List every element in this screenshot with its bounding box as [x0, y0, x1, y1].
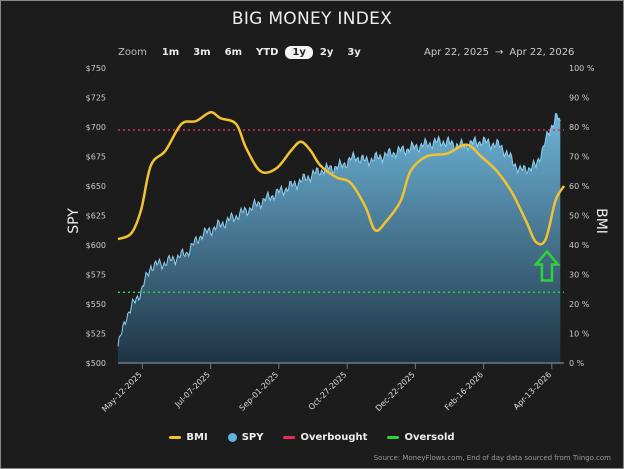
x-tick-label: Oct-27-2025 [307, 370, 349, 412]
left-tick-label: $625 [86, 212, 106, 221]
range-from[interactable]: Apr 22, 2025 [424, 47, 490, 58]
right-tick-label: 60 % [569, 182, 590, 191]
chart-title: BIG MONEY INDEX [231, 9, 393, 29]
zoom-ytd-button[interactable]: YTD [256, 47, 279, 58]
spy-area [118, 113, 561, 363]
zoom-1y-button[interactable]: 1y [285, 46, 313, 59]
left-tick-label: $575 [86, 271, 106, 280]
range-to[interactable]: Apr 22, 2026 [509, 47, 575, 58]
legend-label: SPY [241, 432, 264, 443]
legend-bmi[interactable]: BMI [169, 432, 208, 443]
bmi-swatch [169, 436, 182, 439]
zoom-3m-button[interactable]: 3m [193, 47, 211, 58]
left-tick-label: $725 [86, 94, 106, 103]
zoom-6m-button[interactable]: 6m [224, 47, 242, 58]
source-credit: Source: MoneyFlows.com, End of day data … [373, 454, 611, 462]
overbought-swatch [283, 436, 296, 439]
right-tick-label: 30 % [569, 271, 590, 280]
left-tick-label: $525 [86, 330, 106, 339]
legend-overbought[interactable]: Overbought [283, 432, 367, 443]
left-tick-label: $675 [86, 153, 106, 162]
right-tick-label: 90 % [569, 94, 590, 103]
left-tick-label: $500 [86, 359, 106, 368]
x-tick-label: Feb-16-2026 [443, 370, 485, 412]
right-axis-title: BMI [593, 208, 609, 234]
right-tick-label: 80 % [569, 123, 590, 132]
right-tick-label: 20 % [569, 300, 590, 309]
zoom-2y-button[interactable]: 2y [319, 47, 334, 58]
date-range: Apr 22, 2025 → Apr 22, 2026 [424, 47, 574, 58]
left-tick-label: $700 [86, 123, 106, 132]
left-axis-title: SPY [66, 208, 82, 234]
x-tick-label: Sep-01-2025 [238, 370, 281, 413]
legend-spy[interactable]: SPY [227, 432, 264, 443]
legend-label: Overbought [300, 432, 368, 443]
right-tick-label: 50 % [569, 212, 590, 221]
right-tick-label: 0 % [569, 359, 585, 368]
left-tick-label: $550 [86, 300, 106, 309]
zoom-3y-button[interactable]: 3y [347, 47, 361, 58]
spy-line [117, 113, 561, 347]
x-tick-label: Apr-13-2026 [512, 370, 553, 411]
oversold-swatch [387, 436, 400, 439]
left-tick-label: $650 [86, 182, 106, 191]
bmi-line [117, 110, 566, 246]
zoom-label: Zoom [118, 47, 147, 58]
legend: BMI SPY Overbought Oversold [1, 432, 623, 443]
zoom-1m-button[interactable]: 1m [161, 47, 180, 58]
spy-swatch [227, 433, 237, 442]
x-tick-label: May-12-2025 [100, 370, 144, 414]
legend-label: BMI [186, 432, 208, 443]
right-tick-label: 40 % [569, 241, 590, 250]
legend-label: Oversold [404, 432, 455, 443]
right-tick-label: 10 % [569, 330, 590, 339]
x-tick-label: Dec-22-2025 [374, 370, 417, 413]
legend-oversold[interactable]: Oversold [387, 432, 455, 443]
right-tick-label: 100 % [569, 64, 595, 73]
up-arrow-icon [533, 249, 561, 282]
left-tick-label: $600 [86, 241, 106, 250]
range-arrow: → [495, 47, 504, 58]
left-tick-label: $750 [86, 64, 106, 73]
x-tick-label: Jul-07-2025 [172, 370, 212, 410]
right-tick-label: 70 % [569, 153, 590, 162]
zoom-bar: Zoom 1m 3m 6m YTD 1y 2y 3y [118, 46, 368, 59]
